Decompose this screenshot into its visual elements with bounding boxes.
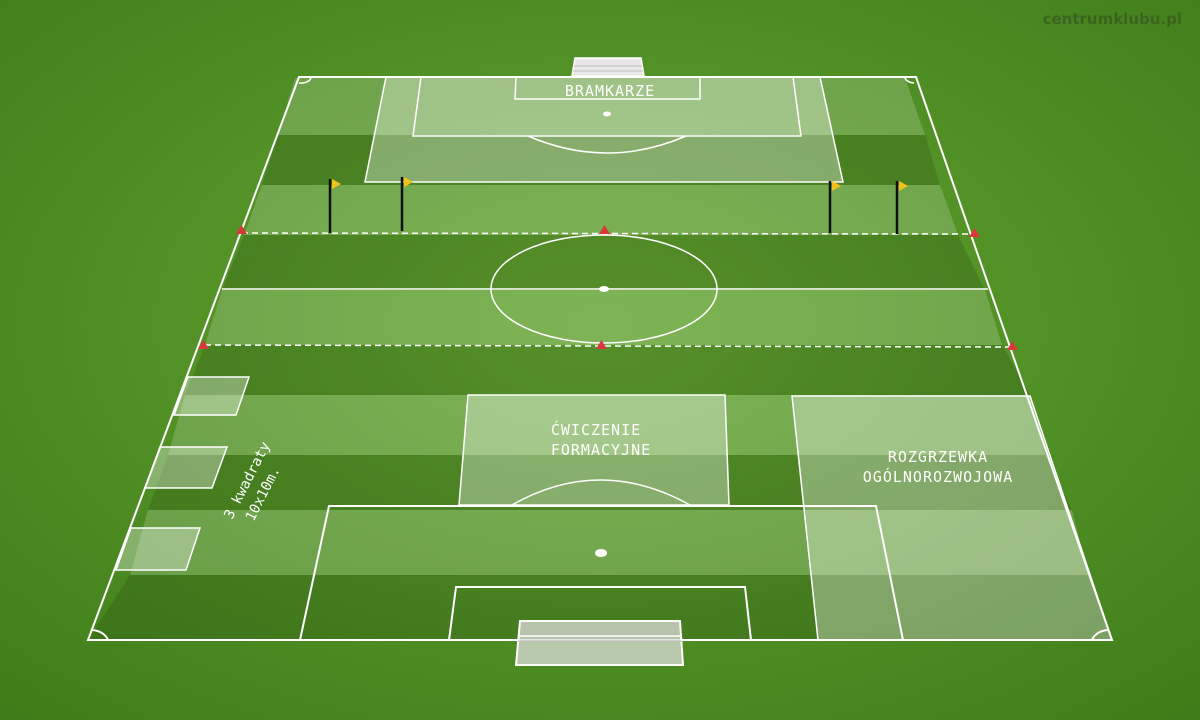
cone	[198, 340, 209, 349]
corner-arc-bottom-left	[91, 629, 109, 641]
square-10x10	[114, 527, 202, 571]
bottom-goal-area	[447, 586, 753, 641]
square-10x10	[143, 446, 229, 489]
lower-dashed-line	[204, 344, 1014, 348]
cone	[236, 225, 247, 234]
watermark-text[interactable]: centrumklubu.pl	[1042, 10, 1182, 28]
top-goal-area	[514, 76, 701, 100]
mowing-stripes-dark	[88, 135, 1112, 640]
flag-pole	[895, 181, 908, 234]
small-squares	[114, 376, 251, 571]
center-spot	[599, 286, 609, 292]
warmup-label-line2: OGÓLNOROZWOJOWA	[863, 467, 1013, 486]
cone	[596, 340, 607, 349]
bottom-penalty-box	[298, 505, 905, 641]
top-penalty-arc	[527, 135, 687, 154]
top-goal	[571, 57, 645, 77]
center-circle	[490, 234, 718, 344]
goalkeepers-label: BRAMKARZE	[565, 82, 655, 100]
warmup-zone	[791, 395, 1114, 641]
bottom-goal	[514, 620, 685, 666]
warmup-label-line1: ROZGRZEWKA	[888, 448, 988, 466]
flag-pole	[828, 181, 841, 233]
formation-label-line1: ĆWICZENIE	[551, 420, 641, 439]
top-penalty-spot	[603, 111, 611, 117]
corner-arc-bottom-right	[1091, 629, 1109, 641]
cone	[969, 228, 980, 237]
upper-dashed-line	[241, 232, 976, 235]
mowing-stripes	[130, 78, 1088, 575]
cones	[198, 225, 1018, 350]
bottom-penalty-spot	[595, 549, 607, 557]
square-10x10	[172, 376, 251, 416]
corner-arc-top-left	[298, 76, 312, 84]
cone	[599, 225, 610, 234]
formation-zone-arc	[511, 479, 691, 506]
corner-arc-top-right	[904, 76, 915, 84]
flag-pole	[328, 179, 341, 233]
flag-pole	[400, 177, 413, 231]
flag-poles	[328, 177, 908, 234]
cone	[1007, 341, 1018, 350]
formation-label-line2: FORMACYJNE	[551, 441, 651, 459]
